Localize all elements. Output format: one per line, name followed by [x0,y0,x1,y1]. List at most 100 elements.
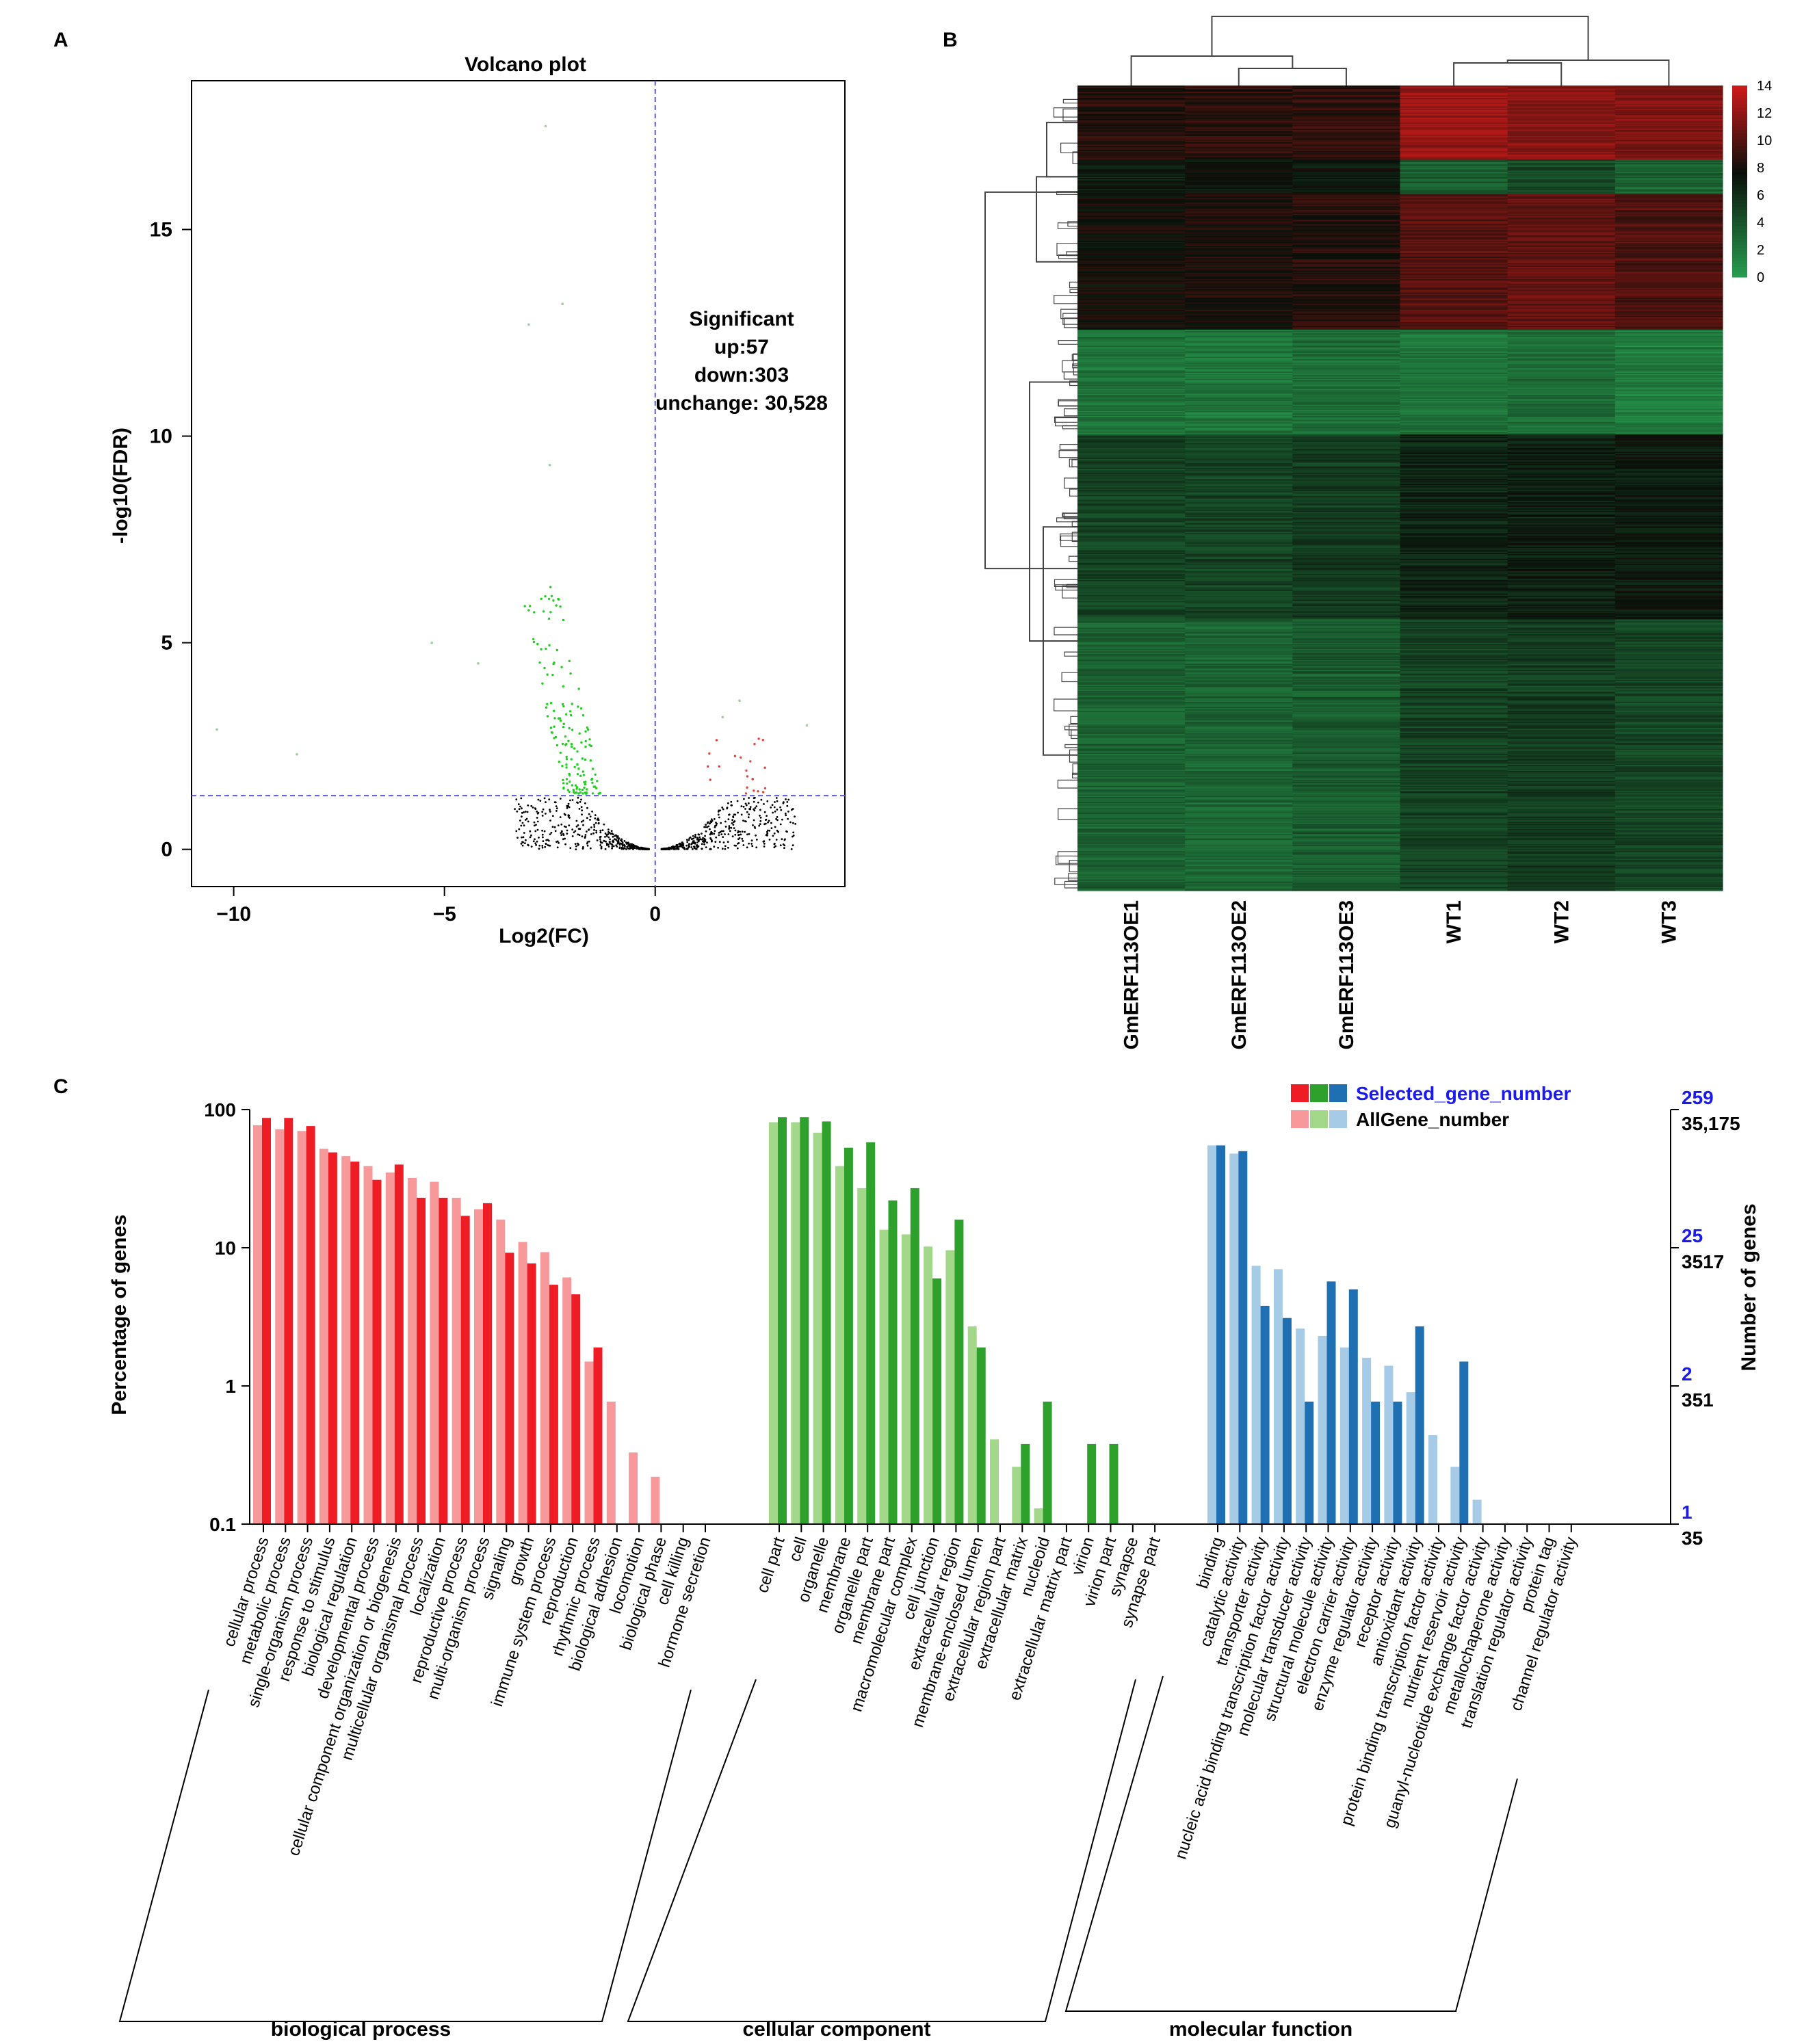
heatmap-cell [1507,241,1616,243]
heatmap-cell [1292,591,1401,593]
heatmap-cell [1507,713,1616,715]
heatmap-cell [1400,382,1508,384]
heatmap-cell [1507,694,1616,696]
data-point [784,838,786,841]
heatmap-cell [1077,290,1186,292]
heatmap-cell [1077,799,1186,802]
heatmap-cell [1292,759,1401,761]
heatmap-cell [1077,224,1186,227]
heatmap-cell [1077,248,1186,250]
heatmap-cell [1507,659,1616,661]
heatmap-cell [1185,612,1293,614]
heatmap-cell [1077,433,1186,435]
heatmap-cell [1507,516,1616,518]
heatmap-cell [1615,296,1723,298]
data-point [614,838,616,841]
data-point [532,807,534,809]
heatmap-cell [1077,709,1186,711]
data-point [709,828,711,830]
heatmap-cell [1077,765,1186,768]
heatmap-cell [1615,619,1723,621]
heatmap-cell [1185,349,1293,352]
heatmap-cell [1292,389,1401,391]
heatmap-cell [1185,386,1293,389]
heatmap-cell [1185,224,1293,227]
heatmap-cell [1185,390,1293,392]
heatmap-cell [1507,238,1616,240]
heatmap-cell [1615,612,1723,614]
heatmap-cell [1292,657,1401,659]
heatmap-cell [1615,117,1723,120]
data-point [517,837,519,839]
heatmap-cell [1185,737,1293,739]
heatmap-cell [1185,601,1293,603]
data-point [549,726,553,729]
data-point [529,830,532,833]
heatmap-cell [1185,250,1293,252]
data-point [521,822,524,824]
heatmap-cell [1507,121,1616,123]
heatmap-cell [1400,636,1508,639]
heatmap-cell [1077,503,1186,506]
heatmap-cell [1077,584,1186,587]
heatmap-cell [1292,828,1401,831]
heatmap-cell [1507,301,1616,303]
heatmap-cell [1185,146,1293,148]
heatmap-cell [1077,349,1186,352]
heatmap-cell [1185,578,1293,581]
heatmap-cell [1292,459,1401,461]
heatmap-cell [1400,204,1508,206]
heatmap-cell [1292,395,1401,397]
heatmap-cell [1077,803,1186,805]
heatmap-cell [1077,804,1186,807]
heatmap-cell [1507,540,1616,542]
heatmap-cell [1292,272,1401,275]
data-point [477,662,480,665]
heatmap-cell [1507,757,1616,759]
heatmap-cell [1615,656,1723,658]
heatmap-cell [1077,385,1186,387]
heatmap-cell [1292,207,1401,209]
heatmap-cell [1077,195,1186,197]
heatmap-cell [1185,833,1293,835]
heatmap-cell [1292,850,1401,852]
heatmap-cell [1077,338,1186,340]
heatmap-cell [1185,677,1293,679]
heatmap-cell [1292,603,1401,605]
heatmap-cell [1077,733,1186,735]
heatmap-cell [1400,129,1508,132]
heatmap-cell [1615,646,1723,648]
heatmap-cell [1400,231,1508,233]
data-point [532,640,536,644]
heatmap-cell [1507,861,1616,863]
heatmap-cell [1185,853,1293,856]
heatmap-cell [1185,691,1293,693]
data-point [577,828,580,830]
data-point [574,843,577,845]
data-point [740,756,742,759]
heatmap-cell [1400,822,1508,824]
heatmap-cell [1292,700,1401,703]
heatmap-cell [1615,321,1723,323]
data-point [627,841,629,844]
heatmap-cell [1507,478,1616,481]
heatmap-cell [1077,335,1186,337]
heatmap-cell [1507,836,1616,839]
heatmap-cell [1400,209,1508,211]
heatmap-cell [1400,616,1508,619]
heatmap-cell [1185,430,1293,433]
heatmap-cell [1400,874,1508,876]
heatmap-cell [1185,104,1293,106]
heatmap-cell [1507,868,1616,870]
heatmap-cell [1185,851,1293,853]
heatmap-cell [1400,635,1508,638]
heatmap-cell [1292,719,1401,721]
heatmap-cell [1400,796,1508,798]
heatmap-cell [1615,633,1723,635]
heatmap-cell [1185,528,1293,530]
heatmap-cell [1185,129,1293,132]
heatmap-cell [1292,201,1401,203]
data-point [549,811,551,813]
heatmap-cell [1077,464,1186,466]
heatmap-cell [1400,851,1508,853]
